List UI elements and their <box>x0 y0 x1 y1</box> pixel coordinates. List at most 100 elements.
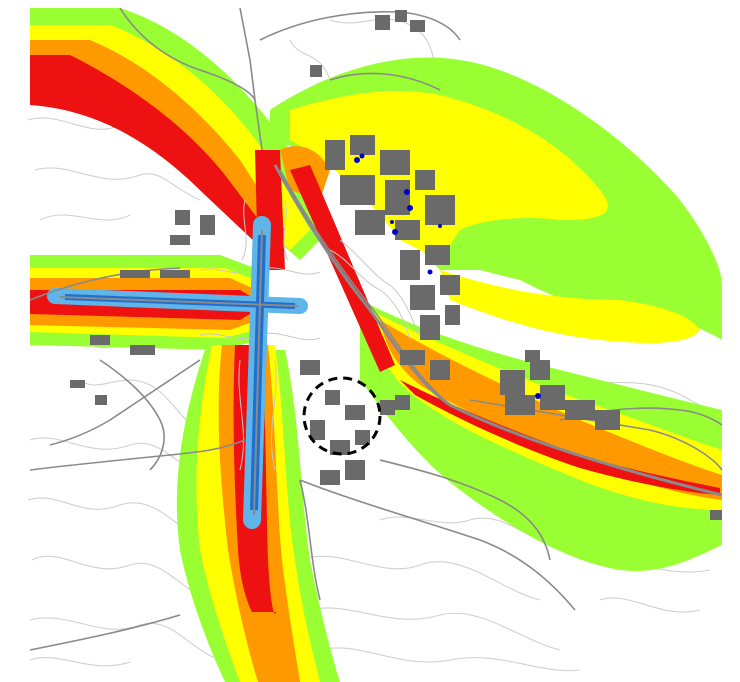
receptor-point <box>392 229 398 235</box>
building <box>375 15 390 30</box>
building <box>175 210 190 225</box>
building <box>400 350 425 365</box>
terrain-contour-line <box>319 647 581 672</box>
road-north <box>239 7 263 151</box>
building <box>340 175 375 205</box>
terrain-contour-line <box>29 657 131 667</box>
road-radial-2 <box>49 359 201 446</box>
building <box>160 270 190 278</box>
receptor-point <box>359 153 365 159</box>
road-nw <box>119 7 256 101</box>
runways <box>47 216 308 529</box>
building <box>440 275 460 295</box>
receptor-point <box>354 157 360 163</box>
terrain-contour-line <box>29 617 221 661</box>
hatch-line <box>283 199 289 261</box>
roads <box>29 7 723 651</box>
runway-centerline-ew <box>59 296 299 307</box>
terrain-contour-line <box>309 607 561 651</box>
road-east-2 <box>379 459 551 561</box>
building <box>330 440 350 455</box>
road-east-north <box>329 72 441 91</box>
road-north-2 <box>259 10 461 41</box>
receptor-point <box>535 393 541 399</box>
building <box>355 210 385 235</box>
terrain-contour-line <box>34 167 201 201</box>
receptor-point <box>438 224 442 228</box>
receptor-point <box>427 269 433 275</box>
building <box>310 65 322 77</box>
building <box>410 20 425 32</box>
building <box>380 400 395 415</box>
building <box>415 170 435 190</box>
building <box>710 510 722 520</box>
building <box>350 135 375 155</box>
buildings <box>70 10 722 520</box>
building <box>445 305 460 325</box>
building <box>345 460 365 480</box>
building <box>430 360 450 380</box>
building <box>385 180 410 215</box>
building <box>425 195 455 225</box>
building <box>540 385 565 410</box>
building <box>310 420 325 440</box>
zone-2-ne-tail <box>440 270 700 343</box>
building <box>565 400 595 420</box>
building <box>325 140 345 170</box>
building <box>410 285 435 310</box>
zone-2-ne-lobe <box>290 90 608 260</box>
hatch-line <box>339 239 419 336</box>
terrain-contour-line <box>599 597 701 613</box>
road-diagonal-highway-2 <box>279 169 456 409</box>
building <box>355 430 370 445</box>
building <box>120 270 150 278</box>
building <box>130 345 155 355</box>
road-west-main <box>29 267 181 301</box>
hatch-line <box>270 359 277 471</box>
building <box>90 335 110 345</box>
hatch-line <box>241 199 247 261</box>
building <box>505 395 535 415</box>
building <box>325 390 340 405</box>
building <box>525 350 540 362</box>
receptor-point <box>407 205 413 211</box>
road-south <box>299 479 321 601</box>
terrain-contour-line <box>27 497 201 541</box>
building <box>400 250 420 280</box>
road-diagonal-highway <box>273 164 723 497</box>
zone-inner-se-corridor <box>400 380 720 495</box>
runway-centerline-ns <box>253 229 263 516</box>
building <box>345 405 365 420</box>
hatch-line <box>329 249 411 341</box>
building <box>425 245 450 265</box>
building <box>320 470 340 485</box>
terrain-contour-line <box>79 379 201 431</box>
building <box>95 395 107 405</box>
terrain-contour-line <box>289 39 331 81</box>
building <box>380 150 410 175</box>
building <box>395 395 410 410</box>
road-loop-west <box>99 359 165 471</box>
highlight-circle <box>302 376 382 456</box>
receptor-point <box>404 189 410 195</box>
road-radial-1 <box>29 614 181 651</box>
building <box>595 410 620 430</box>
road-south-east <box>299 479 576 611</box>
road-west-2 <box>29 439 246 471</box>
building <box>500 370 525 395</box>
hatch-line <box>238 359 245 471</box>
terrain-contour-line <box>299 555 541 601</box>
terrain-contour-line <box>39 214 131 221</box>
terrain-contour-line <box>31 555 211 601</box>
building <box>170 235 190 245</box>
receptors <box>354 153 541 399</box>
building <box>530 360 550 380</box>
receptor-point <box>390 220 394 224</box>
building <box>70 380 85 388</box>
building <box>395 10 407 22</box>
building <box>200 215 215 235</box>
building <box>420 315 440 340</box>
building <box>395 220 420 240</box>
